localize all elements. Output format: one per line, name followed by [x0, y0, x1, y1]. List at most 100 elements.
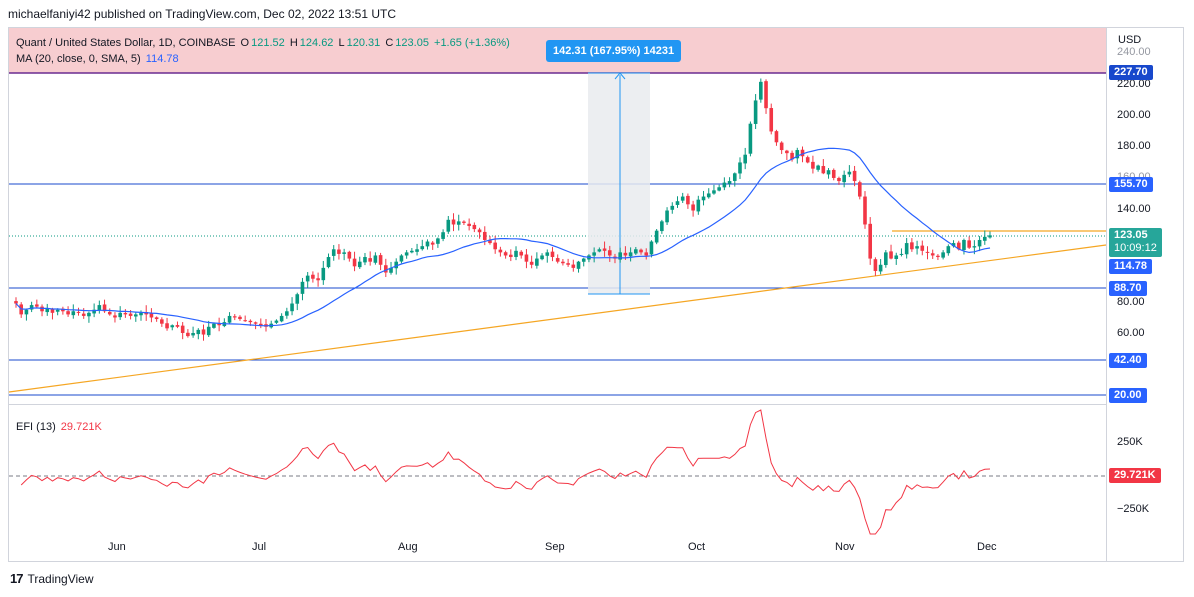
candle-body[interactable] [654, 230, 659, 243]
candle-body[interactable] [331, 249, 336, 256]
candle-body[interactable] [894, 255, 899, 260]
candle-body[interactable] [649, 241, 654, 255]
candle-body[interactable] [274, 320, 279, 323]
candle-body[interactable] [519, 251, 524, 256]
candle-body[interactable] [805, 157, 810, 163]
candle-body[interactable] [660, 221, 664, 232]
candle-body[interactable] [639, 249, 643, 253]
candle-body[interactable] [295, 294, 300, 304]
candle-body[interactable] [904, 243, 909, 255]
candle-body[interactable] [107, 311, 112, 315]
candle-body[interactable] [493, 242, 497, 250]
candle-body[interactable] [425, 241, 430, 247]
candle-body[interactable] [139, 312, 143, 316]
candle-body[interactable] [821, 166, 826, 174]
candle-body[interactable] [743, 154, 747, 164]
candle-body[interactable] [514, 250, 518, 257]
candle-body[interactable] [76, 311, 81, 313]
candle-body[interactable] [238, 316, 242, 320]
candle-body[interactable] [811, 161, 815, 169]
candle-body[interactable] [712, 190, 716, 194]
candle-body[interactable] [87, 312, 91, 317]
candle-body[interactable] [930, 253, 935, 256]
candle-body[interactable] [467, 223, 471, 227]
candle-body[interactable] [634, 249, 638, 254]
candle-body[interactable] [118, 312, 122, 318]
candle-body[interactable] [509, 254, 513, 258]
candle-body[interactable] [149, 313, 154, 318]
candle-body[interactable] [482, 231, 487, 240]
candle-body[interactable] [165, 323, 169, 329]
candle-body[interactable] [404, 252, 409, 256]
candle-body[interactable] [347, 251, 352, 259]
candle-body[interactable] [373, 255, 378, 263]
candle-body[interactable] [186, 332, 190, 337]
price-tag-227-70[interactable]: 227.70 [1109, 65, 1153, 80]
candle-body[interactable] [430, 242, 435, 245]
candle-body[interactable] [394, 261, 399, 269]
efi-legend-label[interactable]: EFI (13) [16, 421, 56, 433]
candle-body[interactable] [727, 181, 732, 184]
candle-body[interactable] [795, 150, 800, 159]
candle-body[interactable] [160, 319, 164, 324]
candle-body[interactable] [488, 240, 492, 244]
candle-body[interactable] [212, 323, 216, 328]
candle-body[interactable] [196, 329, 201, 335]
candle-body[interactable] [717, 187, 721, 191]
candle-body[interactable] [618, 252, 622, 260]
candle-body[interactable] [597, 249, 602, 252]
candle-body[interactable] [102, 304, 107, 312]
candle-body[interactable] [790, 152, 794, 160]
candle-body[interactable] [384, 265, 388, 273]
candle-body[interactable] [55, 309, 60, 312]
candle-body[interactable] [410, 250, 414, 253]
candle-body[interactable] [462, 221, 466, 223]
candle-body[interactable] [529, 261, 534, 265]
candle-body[interactable] [545, 252, 550, 256]
candle-body[interactable] [982, 236, 987, 241]
candle-body[interactable] [722, 182, 727, 188]
candle-body[interactable] [227, 315, 232, 323]
candle-body[interactable] [535, 258, 539, 266]
candle-body[interactable] [962, 239, 966, 251]
candle-body[interactable] [785, 150, 789, 154]
candle-body[interactable] [170, 325, 175, 328]
candle-body[interactable] [628, 252, 633, 257]
chart-frame[interactable] [8, 27, 1184, 562]
candle-body[interactable] [644, 252, 649, 256]
candle-body[interactable] [342, 252, 346, 254]
candle-body[interactable] [71, 311, 76, 316]
candle-body[interactable] [123, 312, 128, 315]
candle-body[interactable] [800, 149, 805, 157]
candle-body[interactable] [753, 100, 758, 124]
candle-body[interactable] [248, 320, 253, 323]
price-tag-20-00[interactable]: 20.00 [1109, 388, 1147, 403]
candle-body[interactable] [910, 242, 914, 250]
candle-body[interactable] [826, 170, 831, 175]
candle-body[interactable] [852, 170, 857, 182]
candle-body[interactable] [680, 196, 685, 201]
candle-body[interactable] [217, 323, 221, 326]
candle-body[interactable] [389, 267, 393, 273]
candle-body[interactable] [837, 178, 841, 182]
candle-body[interactable] [670, 205, 675, 210]
candle-body[interactable] [561, 261, 565, 264]
candle-body[interactable] [451, 219, 456, 225]
currency-label[interactable]: USD [1118, 34, 1142, 46]
efi-price-tag[interactable]: 29.721K [1109, 468, 1161, 483]
candle-body[interactable] [35, 304, 39, 307]
candle-body[interactable] [14, 301, 18, 304]
candle-body[interactable] [456, 221, 461, 225]
last-price-tag[interactable]: 123.05 10:09:12 [1109, 228, 1162, 257]
candle-body[interactable] [581, 258, 586, 262]
candle-body[interactable] [446, 219, 451, 232]
candle-body[interactable] [92, 309, 96, 314]
candle-body[interactable] [503, 252, 508, 256]
candle-body[interactable] [566, 263, 570, 265]
candle-body[interactable] [253, 322, 258, 324]
price-tag-155-70[interactable]: 155.70 [1109, 177, 1153, 192]
candle-body[interactable] [686, 195, 690, 205]
candle-body[interactable] [352, 258, 357, 267]
candle-body[interactable] [61, 308, 65, 312]
